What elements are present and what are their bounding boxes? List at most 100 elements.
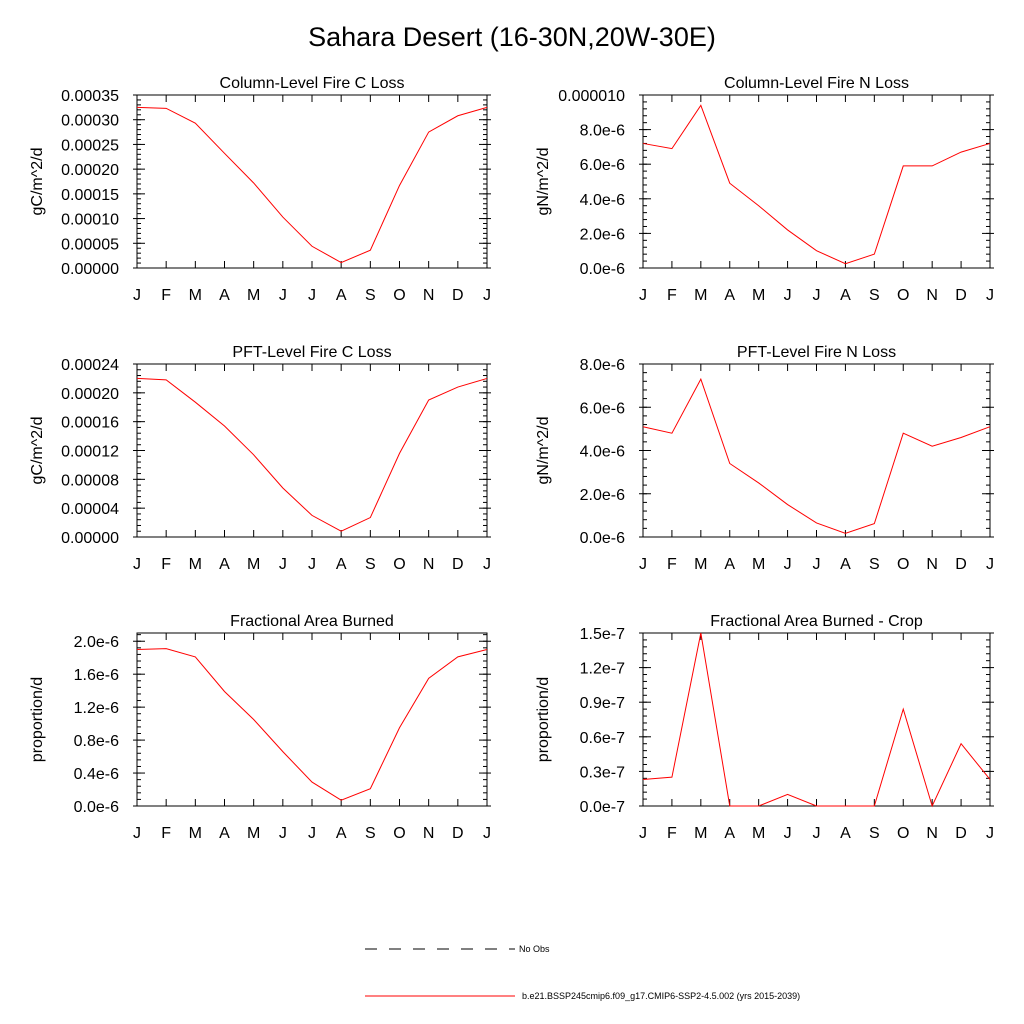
series-line — [136, 648, 488, 801]
y-tick-label: 1.2e-6 — [74, 700, 119, 717]
x-tick-label: M — [189, 556, 202, 573]
panel-title: Fractional Area Burned - Crop — [710, 613, 923, 630]
y-tick-label: 8.0e-6 — [580, 357, 625, 374]
x-tick-label: F — [667, 556, 677, 573]
x-tick-label: S — [365, 825, 376, 842]
x-tick-label: J — [133, 556, 141, 573]
y-tick-label: 0.3e-7 — [580, 764, 625, 781]
series-line — [642, 377, 991, 534]
x-tick-label: A — [724, 825, 735, 842]
x-tick-label: F — [161, 825, 171, 842]
x-tick-label: J — [133, 287, 141, 304]
x-tick-label: A — [840, 287, 851, 304]
x-tick-label: F — [161, 287, 171, 304]
x-tick-label: A — [840, 556, 851, 573]
legend-label-no-obs: No Obs — [519, 944, 550, 954]
x-tick-label: A — [336, 825, 347, 842]
x-tick-label: J — [784, 825, 792, 842]
x-tick-label: N — [423, 556, 435, 573]
y-tick-label: 0.9e-7 — [580, 695, 625, 712]
y-tick-label: 0.00000 — [61, 530, 119, 547]
y-tick-label: 0.000010 — [558, 88, 625, 105]
y-tick-label: 2.0e-6 — [74, 634, 119, 651]
x-tick-label: M — [694, 556, 707, 573]
x-tick-label: F — [667, 825, 677, 842]
x-tick-label: D — [955, 287, 967, 304]
x-tick-label: A — [219, 287, 230, 304]
y-tick-label: 0.00016 — [61, 415, 119, 432]
y-tick-label: 0.00000 — [61, 261, 119, 278]
series-line — [642, 632, 991, 808]
x-tick-label: O — [393, 287, 405, 304]
x-tick-label: J — [483, 825, 491, 842]
y-tick-label: 8.0e-6 — [580, 123, 625, 140]
y-tick-label: 0.00012 — [61, 444, 119, 461]
y-tick-label: 0.0e-6 — [580, 261, 625, 278]
x-tick-label: O — [393, 825, 405, 842]
y-tick-label: 0.00015 — [61, 187, 119, 204]
x-tick-label: O — [393, 556, 405, 573]
y-tick-label: 0.4e-6 — [74, 766, 119, 783]
x-tick-label: M — [247, 287, 260, 304]
x-tick-label: D — [452, 825, 464, 842]
y-axis-label: gC/m^2/d — [29, 417, 46, 485]
y-tick-label: 0.00024 — [61, 357, 119, 374]
x-tick-label: J — [813, 556, 821, 573]
plot-frame — [136, 632, 488, 807]
x-tick-label: M — [752, 287, 765, 304]
y-axis-label: gN/m^2/d — [535, 148, 552, 216]
y-tick-label: 0.00030 — [61, 113, 119, 130]
y-tick-label: 0.0e-7 — [580, 799, 625, 816]
plot-frame — [642, 632, 991, 807]
y-tick-label: 1.6e-6 — [74, 667, 119, 684]
x-tick-label: J — [483, 287, 491, 304]
x-tick-label: M — [247, 825, 260, 842]
x-tick-label: S — [365, 556, 376, 573]
x-tick-label: A — [840, 825, 851, 842]
x-tick-label: J — [279, 556, 287, 573]
y-tick-label: 0.0e-6 — [74, 799, 119, 816]
x-tick-label: J — [308, 287, 316, 304]
y-axis-label: gC/m^2/d — [29, 148, 46, 216]
x-tick-label: N — [423, 825, 435, 842]
y-axis-label: proportion/d — [535, 677, 552, 762]
x-tick-label: J — [986, 287, 994, 304]
panel-title: Column-Level Fire N Loss — [724, 75, 909, 92]
y-tick-label: 2.0e-6 — [580, 487, 625, 504]
x-tick-label: J — [784, 556, 792, 573]
x-tick-label: J — [784, 287, 792, 304]
x-tick-label: M — [752, 556, 765, 573]
y-tick-label: 0.0e-6 — [580, 530, 625, 547]
x-tick-label: D — [955, 556, 967, 573]
x-tick-label: M — [189, 287, 202, 304]
y-tick-label: 4.0e-6 — [580, 192, 625, 209]
x-tick-label: F — [667, 287, 677, 304]
y-axis-label: gN/m^2/d — [535, 417, 552, 485]
x-tick-label: A — [219, 825, 230, 842]
x-tick-label: J — [639, 287, 647, 304]
x-tick-label: S — [869, 825, 880, 842]
y-tick-label: 0.00008 — [61, 472, 119, 489]
x-tick-label: O — [897, 287, 909, 304]
y-tick-label: 0.00020 — [61, 162, 119, 179]
x-tick-label: F — [161, 556, 171, 573]
x-tick-label: J — [639, 825, 647, 842]
panel-title: Fractional Area Burned — [230, 613, 394, 630]
y-tick-label: 0.00010 — [61, 212, 119, 229]
x-tick-label: N — [926, 287, 938, 304]
x-tick-label: D — [955, 825, 967, 842]
x-tick-label: O — [897, 556, 909, 573]
x-tick-label: D — [452, 556, 464, 573]
x-tick-label: A — [219, 556, 230, 573]
page-title: Sahara Desert (16-30N,20W-30E) — [308, 22, 716, 52]
x-tick-label: J — [986, 556, 994, 573]
x-tick-label: M — [247, 556, 260, 573]
x-tick-label: M — [752, 825, 765, 842]
legend-label-model: b.e21.BSSP245cmip6.f09_g17.CMIP6-SSP2-4.… — [522, 991, 800, 1001]
x-tick-label: J — [639, 556, 647, 573]
